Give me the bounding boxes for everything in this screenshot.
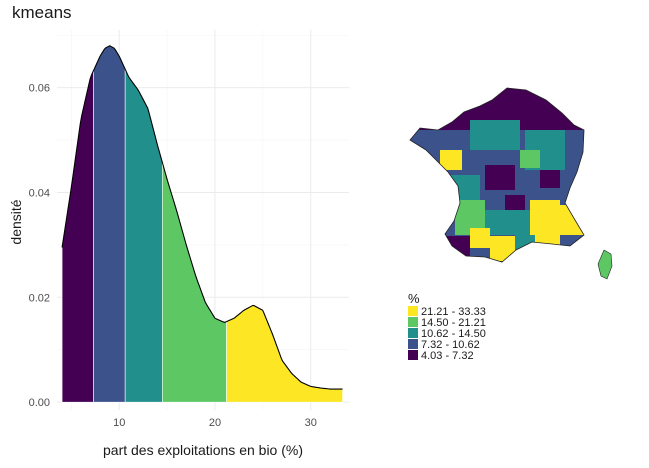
x-tick-label: 10	[113, 417, 125, 429]
mainland-departments	[410, 88, 584, 262]
y-tick-label: 0.02	[29, 292, 50, 304]
density-class-band	[124, 69, 163, 403]
density-class-band	[93, 45, 126, 403]
legend-swatch	[408, 306, 418, 316]
x-tick-label: 20	[209, 417, 221, 429]
density-class-band	[61, 70, 94, 403]
legend-item: 21.21 - 33.33	[408, 306, 486, 318]
density-class-areas	[61, 45, 343, 403]
density-panel: 10 20 30 0.00 0.02 0.04 0.06 part des exploit…	[8, 30, 349, 458]
y-tick-label: 0.06	[29, 83, 50, 95]
legend-item: 10.62 - 14.50	[408, 328, 486, 340]
france-outline	[409, 87, 585, 263]
y-axis-label: densité	[8, 199, 24, 244]
legend-item: 4.03 - 7.32	[408, 350, 474, 362]
legend-title: %	[408, 291, 420, 306]
x-tick-label: 30	[305, 417, 317, 429]
legend-swatch	[408, 328, 418, 338]
y-tick-label: 0.00	[29, 397, 50, 409]
chart-title: kmeans	[12, 3, 72, 22]
density-class-band	[226, 305, 343, 403]
legend-swatch	[408, 339, 418, 349]
legend-label: 14.50 - 21.21	[421, 317, 486, 329]
legend-item: 14.50 - 21.21	[408, 317, 486, 329]
legend-label: 7.32 - 10.62	[421, 339, 480, 351]
legend-label: 21.21 - 33.33	[421, 306, 486, 318]
legend-label: 10.62 - 14.50	[421, 328, 486, 340]
x-axis-label: part des exploitations en bio (%)	[103, 442, 303, 458]
y-tick-labels: 0.00 0.02 0.04 0.06	[29, 83, 50, 409]
legend-swatch	[408, 350, 418, 360]
legend-label: 4.03 - 7.32	[421, 350, 474, 362]
y-tick-label: 0.04	[29, 187, 50, 199]
legend-item: 7.32 - 10.62	[408, 339, 480, 351]
x-tick-labels: 10 20 30	[113, 417, 317, 429]
density-class-band	[162, 162, 227, 403]
density-curve	[61, 45, 343, 390]
legend-swatch	[408, 317, 418, 327]
corsica	[597, 249, 613, 280]
